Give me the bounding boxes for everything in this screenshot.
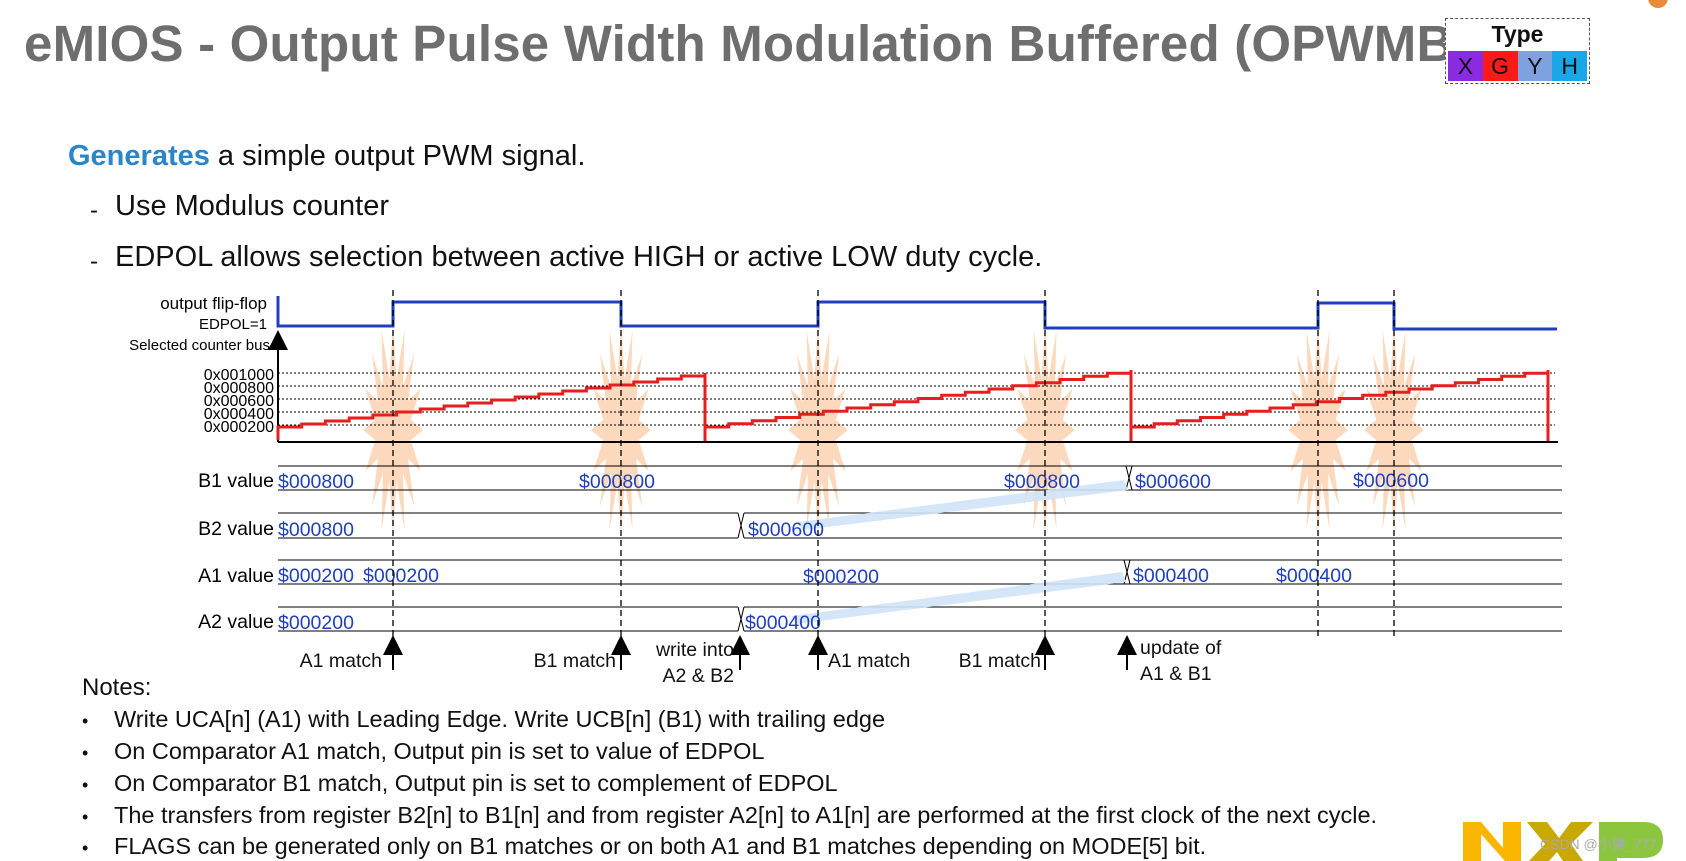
corner-decoration [1648, 0, 1668, 8]
event-label-update-line2: A1 & B1 [1140, 663, 1212, 685]
note-item: • On Comparator A1 match, Output pin is s… [82, 738, 764, 765]
event-label-a1-match: A1 match [300, 650, 382, 672]
note-text: On Comparator A1 match, Output pin is se… [114, 738, 765, 764]
counter-tick-label: 0x001000 [204, 367, 274, 384]
note-bullet: • [82, 838, 89, 858]
counter-tick-label: 0x000200 [204, 419, 274, 436]
note-text: On Comparator B1 match, Output pin is se… [114, 770, 838, 796]
page-title: eMIOS - Output Pulse Width Modulation Bu… [24, 15, 1471, 72]
type-legend: Type X G Y H [1445, 18, 1590, 84]
counter-bus-label: Selected counter bus [129, 337, 270, 354]
note-bullet: • [82, 711, 89, 731]
a1-value: $000200 [278, 565, 354, 587]
a1-value: $000200 [363, 565, 439, 587]
event-arrows [383, 635, 1137, 670]
type-cell-y: Y [1517, 51, 1553, 81]
note-item: • Write UCA[n] (A1) with Leading Edge. Wr… [82, 706, 885, 733]
match-highlights [363, 322, 1424, 538]
a1-value-label: A1 value [198, 565, 274, 587]
note-text: The transfers from register B2[n] to B1[… [114, 802, 1378, 828]
counter-tick-label: 0x000600 [204, 393, 274, 410]
bullet-dash: - [90, 248, 98, 275]
a2-value-label: A2 value [198, 611, 274, 633]
intro-line: Generates a simple output PWM signal. [68, 140, 585, 173]
counter-staircase [276, 370, 1550, 441]
type-cell-g: G [1482, 51, 1518, 81]
a2-value: $000400 [745, 612, 821, 634]
note-bullet: • [82, 807, 89, 827]
note-text: Write UCA[n] (A1) with Leading Edge. Wri… [114, 706, 886, 732]
type-cell-x: X [1448, 51, 1483, 81]
event-marker-lines [392, 290, 1395, 640]
b1-value: $000600 [1353, 470, 1429, 492]
event-label-update: update of [1140, 637, 1222, 659]
notes-heading: Notes: [82, 674, 152, 701]
intro-bullet-edpol: EDPOL allows selection between active HI… [115, 241, 1043, 273]
b1-value: $000600 [1135, 471, 1211, 493]
a2-to-a1-transfer [792, 572, 1126, 624]
intro-text: a simple output PWM signal. [209, 140, 586, 172]
type-legend-cells: X G Y H [1448, 51, 1587, 81]
event-label-write-into: write into [655, 639, 734, 661]
a1-value: $000200 [803, 566, 879, 588]
note-item: • FLAGS can be generated only on B1 match… [82, 833, 1206, 860]
note-bullet: • [82, 775, 89, 795]
note-text: FLAGS can be generated only on B1 matche… [114, 833, 1207, 859]
event-label-b1-match: B1 match [534, 650, 616, 672]
flipflop-label: output flip-flop [160, 294, 267, 313]
a1-value: $000400 [1133, 565, 1209, 587]
output-flipflop-waveform [276, 296, 1557, 331]
b1-value: $000800 [278, 471, 354, 493]
note-bullet: • [82, 743, 89, 763]
b2-value-label: B2 value [198, 518, 274, 540]
b2-value: $000800 [278, 519, 354, 541]
bullet-dash: - [90, 197, 98, 224]
counter-tick-label: 0x000800 [204, 380, 274, 397]
b1-value-label: B1 value [198, 470, 274, 492]
a1-value: $000400 [1276, 565, 1352, 587]
b1-value: $000800 [1004, 471, 1080, 493]
note-item: • On Comparator B1 match, Output pin is s… [82, 770, 838, 797]
edpol-label: EDPOL=1 [199, 316, 267, 333]
b2-value: $000600 [748, 519, 824, 541]
a2-value: $000200 [278, 612, 354, 634]
b1-value: $000800 [579, 471, 655, 493]
intro-bullet-modulus: Use Modulus counter [115, 190, 390, 222]
counter-tick-label: 0x000400 [204, 406, 274, 423]
event-label-b1-match: B1 match [959, 650, 1041, 672]
note-item: • The transfers from register B2[n] to B1… [82, 802, 1377, 829]
intro-keyword: Generates [68, 140, 210, 172]
type-legend-title: Type [1491, 21, 1544, 47]
nxp-logo [1463, 822, 1663, 861]
event-label-a1-match: A1 match [828, 650, 910, 672]
type-cell-h: H [1552, 51, 1587, 81]
event-label-write-into-line2: A2 & B2 [662, 665, 734, 687]
watermark: CSDN @小健_777 [1540, 836, 1657, 852]
